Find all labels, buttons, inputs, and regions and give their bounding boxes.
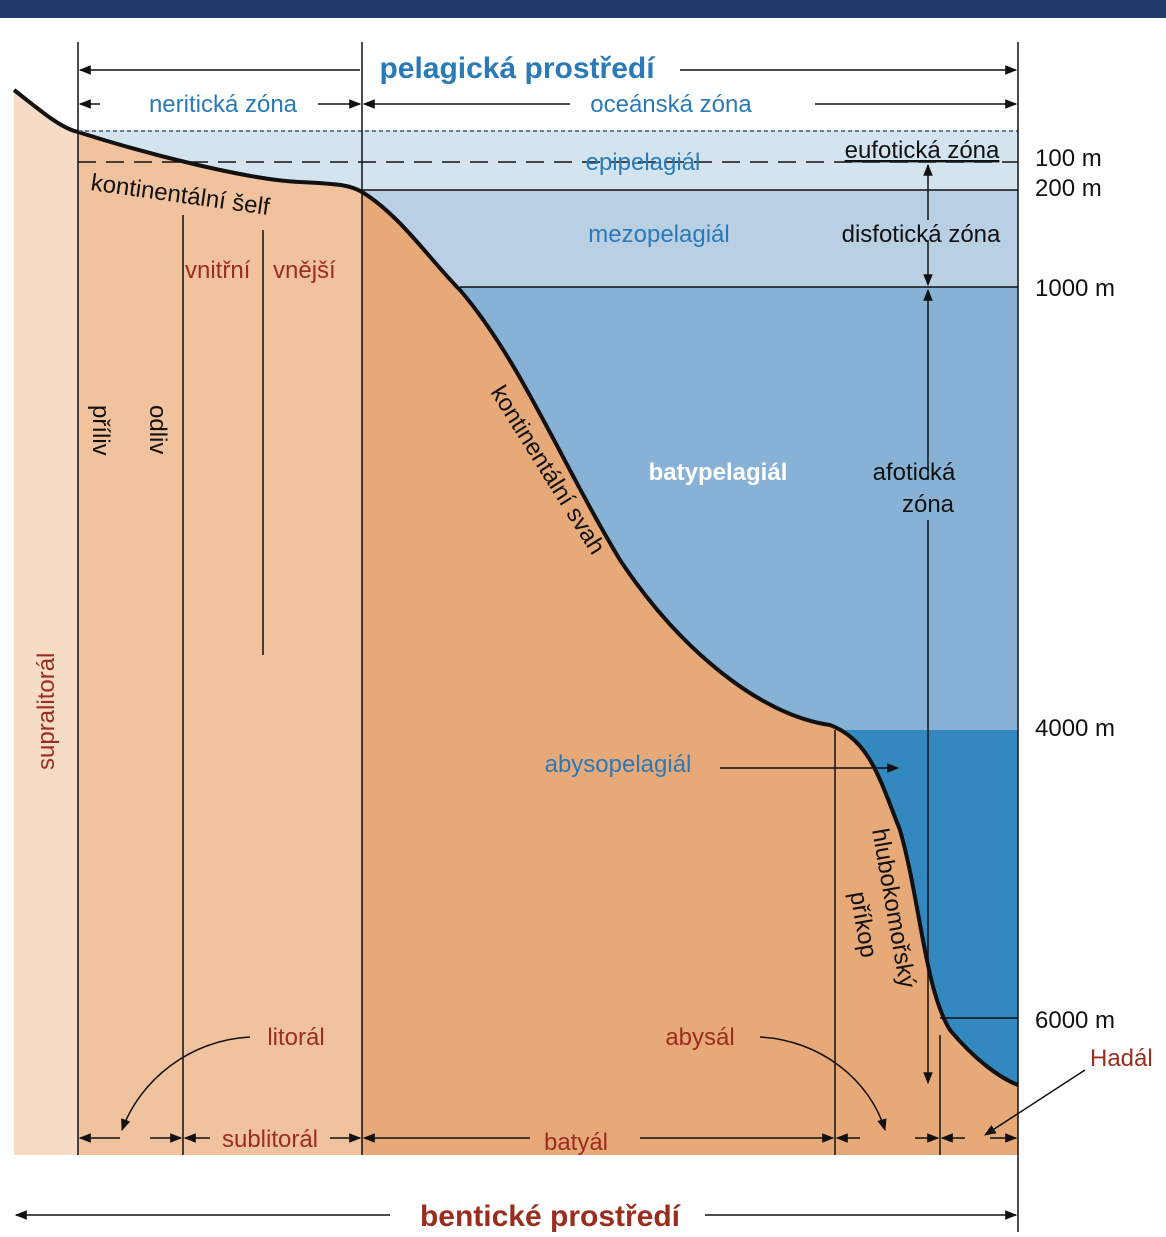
footer-title: bentické prostředí [420, 1200, 682, 1232]
label: abysál [665, 1024, 734, 1051]
label: batyál [544, 1129, 608, 1156]
label: abysopelagiál [545, 751, 692, 778]
label: litorál [267, 1024, 324, 1051]
ocean-zones-diagram: pelagická prostředí neritická zóna oceán… [0, 0, 1166, 1232]
title: pelagická prostředí [379, 52, 656, 85]
label: Hadál [1090, 1045, 1153, 1072]
label: příliv [87, 405, 114, 456]
label: disfotická zóna [842, 221, 1001, 248]
depth-label: 100 m [1035, 145, 1102, 172]
label: vnitřní [185, 257, 251, 284]
label: zóna [902, 491, 955, 518]
top-bar [0, 0, 1166, 18]
depth-label: 4000 m [1035, 715, 1115, 742]
label: batypelagiál [649, 459, 788, 486]
label: eufotická zóna [845, 137, 1000, 164]
label: afotická [873, 459, 956, 486]
label: epipelagiál [586, 149, 701, 176]
label: odliv [144, 405, 171, 454]
label: vnější [273, 257, 336, 284]
label: neritická zóna [149, 91, 298, 118]
label: supralitorál [33, 653, 60, 770]
depth-label: 6000 m [1035, 1007, 1115, 1034]
depth-label: 200 m [1035, 175, 1102, 202]
label: oceánská zóna [590, 91, 752, 118]
depth-label: 1000 m [1035, 275, 1115, 302]
label: sublitorál [222, 1126, 318, 1153]
label: mezopelagiál [588, 221, 729, 248]
